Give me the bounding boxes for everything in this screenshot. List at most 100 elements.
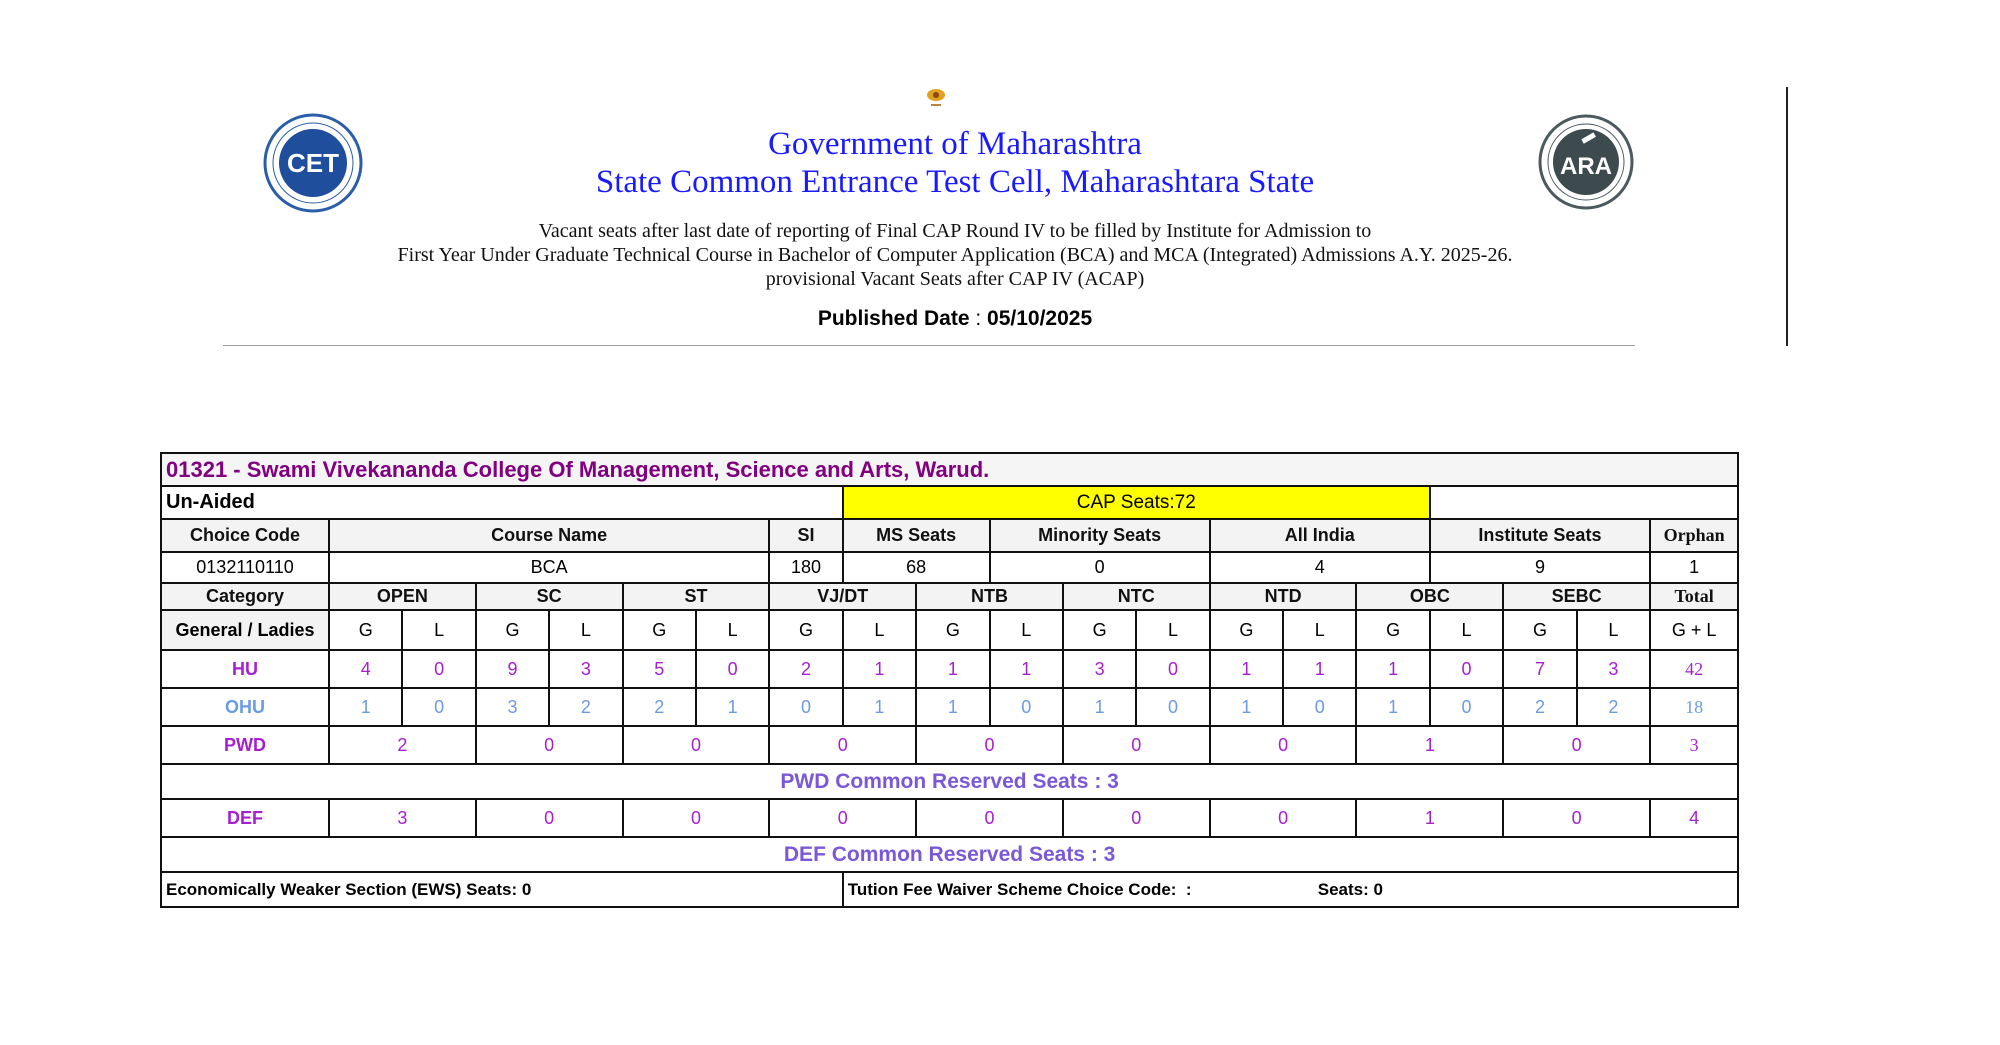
seat-value: 1 xyxy=(1355,798,1505,838)
category-header: VJ/DT xyxy=(768,582,918,611)
svg-text:CET: CET xyxy=(287,148,339,178)
seat-value: 7 xyxy=(1502,649,1578,689)
row-total: 4 xyxy=(1649,798,1740,838)
seat-value: 0 xyxy=(474,798,624,838)
value-minority-seats: 0 xyxy=(988,551,1211,584)
state-emblem-icon xyxy=(927,89,945,106)
category-header: SC xyxy=(474,582,624,611)
seat-value: 3 xyxy=(328,798,477,838)
seat-value: 0 xyxy=(1135,687,1211,727)
seat-value: 3 xyxy=(1061,649,1138,689)
ladies-header: L xyxy=(1135,609,1211,651)
seat-value: 0 xyxy=(621,798,771,838)
institute-type-row: Un-Aided CAP Seats:72 xyxy=(160,485,1740,520)
seat-value: 0 xyxy=(768,687,844,727)
cet-logo-icon: CET xyxy=(263,113,363,213)
seat-value: 0 xyxy=(474,725,624,765)
general-header: G xyxy=(915,609,991,651)
header-course-name: Course Name xyxy=(327,518,771,553)
tfws-cell: Tution Fee Waiver Scheme Choice Code: : S… xyxy=(841,871,1740,908)
def-row: DEF 3 0 0 0 0 0 0 1 0 4 xyxy=(160,798,1740,838)
description-line-3: provisional Vacant Seats after CAP IV (A… xyxy=(765,268,1145,290)
seat-value: 0 xyxy=(1282,687,1358,727)
institute-type: Un-Aided xyxy=(160,485,844,520)
seat-value: 0 xyxy=(401,649,477,689)
ladies-header: L xyxy=(401,609,477,651)
value-choice-code: 0132110110 xyxy=(160,551,330,584)
seat-value: 3 xyxy=(1575,649,1652,689)
seat-value: 4 xyxy=(327,649,404,689)
value-all-india: 4 xyxy=(1208,551,1431,584)
row-label: PWD xyxy=(160,725,330,765)
tfws-choice-code: Tution Fee Waiver Scheme Choice Code: : xyxy=(847,879,1192,899)
category-label: Category xyxy=(160,582,330,611)
seat-value: 1 xyxy=(1355,725,1505,765)
seat-value: 0 xyxy=(1502,725,1652,765)
seat-value: 1 xyxy=(1061,687,1138,727)
general-header: G xyxy=(1208,609,1285,651)
row-total: 18 xyxy=(1649,687,1740,727)
vacant-seats-table: 01321 - Swami Vivekananda College Of Man… xyxy=(159,452,1740,908)
category-header: OPEN xyxy=(328,582,477,611)
row-total: 42 xyxy=(1649,649,1740,689)
ladies-header: L xyxy=(694,609,771,651)
seat-value: 1 xyxy=(1355,687,1431,727)
seat-value: 0 xyxy=(401,687,477,727)
row-label: DEF xyxy=(160,798,330,838)
page-title: Government of Maharashtra xyxy=(768,126,1142,162)
ladies-header: L xyxy=(841,609,918,651)
seat-value: 0 xyxy=(915,725,1064,765)
ladies-header: L xyxy=(1282,609,1358,651)
seat-value: 1 xyxy=(841,687,918,727)
value-ms-seats: 68 xyxy=(841,551,991,584)
published-separator: : xyxy=(969,307,988,330)
seat-value: 1 xyxy=(1208,649,1285,689)
page-subtitle: State Common Entrance Test Cell, Maharas… xyxy=(595,164,1315,200)
description-line-2: First Year Under Graduate Technical Cour… xyxy=(397,244,1513,266)
svg-text:ARA: ARA xyxy=(1560,153,1612,180)
seat-value: 1 xyxy=(1282,649,1358,689)
general-header: G xyxy=(474,609,551,651)
ladies-header: L xyxy=(988,609,1064,651)
course-row: 0132110110 BCA 180 68 0 4 9 1 xyxy=(160,551,1740,584)
general-header: G xyxy=(621,609,697,651)
published-date: Published Date : 05/10/2025 xyxy=(355,307,1555,331)
header-institute-seats: Institute Seats xyxy=(1428,518,1652,553)
header-choice-code: Choice Code xyxy=(160,518,330,553)
seat-value: 0 xyxy=(988,687,1064,727)
seat-value: 1 xyxy=(915,649,991,689)
seat-value: 1 xyxy=(1355,649,1431,689)
seat-value: 3 xyxy=(548,649,624,689)
category-header-row: Category OPEN SC ST VJ/DT NTB NTC NTD OBC SEBC Tot… xyxy=(160,582,1740,611)
seat-value: 0 xyxy=(1061,725,1211,765)
value-orphan: 1 xyxy=(1649,551,1740,584)
seat-value: 0 xyxy=(1428,687,1505,727)
seat-value: 0 xyxy=(915,798,1064,838)
empty-cell xyxy=(1428,485,1740,520)
general-ladies-label: General / Ladies xyxy=(160,609,330,651)
seat-value: 1 xyxy=(841,649,918,689)
header-orphan: Orphan xyxy=(1649,518,1740,553)
seat-value: 1 xyxy=(1208,687,1285,727)
general-header: G xyxy=(327,609,404,651)
published-label: Published Date xyxy=(817,307,970,330)
footer-row: Economically Weaker Section (EWS) Seats:… xyxy=(160,871,1740,908)
row-label: HU xyxy=(160,649,330,689)
seat-value: 2 xyxy=(328,725,477,765)
general-ladies-row: General / Ladies G L G L G L G L G L G L G L G L G L G + L xyxy=(160,609,1740,651)
seat-value: 1 xyxy=(915,687,991,727)
category-header: ST xyxy=(621,582,771,611)
pwd-common-row: PWD Common Reserved Seats : 3 xyxy=(159,763,1740,800)
seat-value: 0 xyxy=(621,725,771,765)
tfws-seats: Seats: 0 xyxy=(1317,879,1383,899)
general-header: G xyxy=(768,609,844,651)
seat-value: 0 xyxy=(1208,798,1358,838)
ladies-header: L xyxy=(1428,609,1505,651)
header-all-india: All India xyxy=(1208,518,1431,553)
general-header: G xyxy=(1502,609,1578,651)
value-si: 180 xyxy=(768,551,844,584)
institute-title-row: 01321 - Swami Vivekananda College Of Man… xyxy=(159,452,1740,487)
seat-value: 0 xyxy=(1502,798,1652,838)
seat-value: 1 xyxy=(694,687,771,727)
row-label: OHU xyxy=(160,687,330,727)
